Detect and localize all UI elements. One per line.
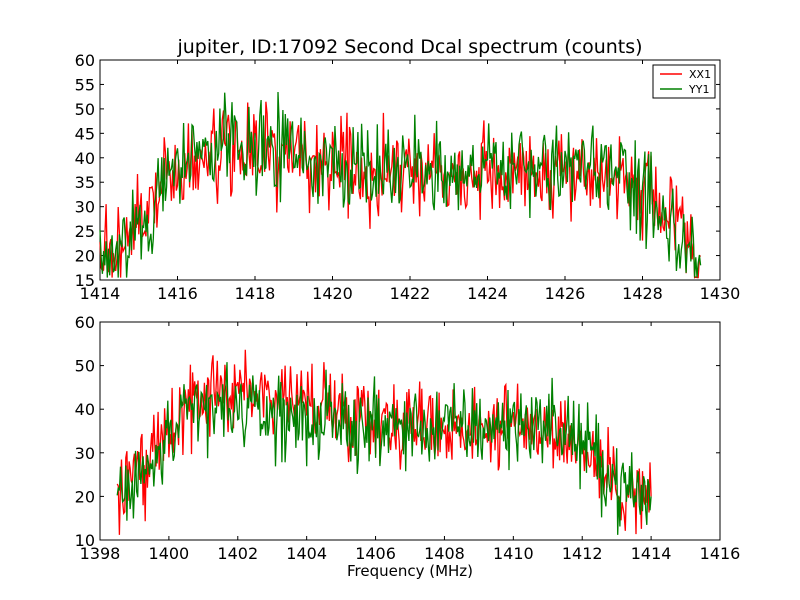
bottom-plot-x-tick-label: 1406 [355, 544, 396, 563]
bottom-plot-y-tick-label: 20 [75, 487, 95, 506]
top-plot-x-tick-label: 1422 [390, 284, 431, 303]
top-plot-y-tick-label: 40 [75, 149, 95, 168]
top-plot-x-tick-label: 1430 [700, 284, 741, 303]
top-plot-x-tick-label: 1426 [545, 284, 586, 303]
top-plot-x-tick-label: 1414 [80, 284, 121, 303]
bottom-plot-y-tick-label: 10 [75, 531, 95, 550]
chart-title: jupiter, ID:17092 Second Dcal spectrum (… [176, 36, 642, 58]
legend-label-xx1: XX1 [689, 68, 711, 81]
bottom-plot-x-tick-labels: 1398 1400 1402 1404 1406 1408 1410 1412 1414 1416 [80, 544, 741, 563]
bottom-plot-x-tick-label: 1410 [493, 544, 534, 563]
legend-box [652, 64, 716, 99]
bottom-plot-x-tick-label: 1416 [700, 544, 741, 563]
legend-label-yy1: YY1 [688, 83, 709, 96]
bottom-plot-x-tick-label: 1402 [217, 544, 258, 563]
bottom-plot-x-tick-label: 1400 [149, 544, 190, 563]
bottom-plot-ticks [99, 321, 721, 541]
top-plot-y-tick-label: 20 [75, 247, 95, 266]
bottom-plot-y-tick-labels: 10 20 30 40 50 60 [75, 313, 95, 550]
top-plot-x-tick-label: 1424 [467, 284, 508, 303]
top-plot-series-yy1 [99, 91, 702, 278]
bottom-plot-series-line-0 [116, 349, 652, 535]
bottom-plot-x-tick-label: 1404 [286, 544, 327, 563]
top-plot-series [99, 91, 702, 279]
top-plot-y-tick-label: 60 [75, 51, 95, 70]
top-plot-y-tick-labels: 15 20 25 30 35 40 45 50 55 60 [75, 51, 95, 290]
top-plot-y-tick-label: 45 [75, 124, 95, 143]
bottom-plot-y-tick-label: 50 [75, 357, 95, 376]
top-plot-y-tick-label: 50 [75, 100, 95, 119]
bottom-plot-x-tick-label: 1408 [424, 544, 465, 563]
bottom-plot-y-tick-label: 30 [75, 444, 95, 463]
top-plot-y-tick-label: 25 [75, 222, 95, 241]
top-plot-y-tick-label: 35 [75, 173, 95, 192]
bottom-plot-y-tick-label: 40 [75, 400, 95, 419]
top-plot-x-tick-label: 1428 [622, 284, 663, 303]
top-plot-x-tick-label: 1418 [235, 284, 276, 303]
bottom-plot: 1398 1400 1402 1404 1406 1408 1410 1412 1414 1416… [75, 313, 741, 563]
bottom-plot-series-line-1 [116, 362, 652, 535]
top-plot-y-tick-label: 30 [75, 198, 95, 217]
bottom-plot-y-tick-label: 60 [75, 313, 95, 332]
bottom-plot-x-tick-label: 1398 [80, 544, 121, 563]
top-plot-x-tick-label: 1416 [157, 284, 198, 303]
legend: XX1 YY1 [652, 64, 716, 99]
top-plot: 1414 1416 1418 1420 1422 1424 1426 1428 1430 15 2… [75, 51, 741, 303]
top-plot-x-tick-label: 1420 [312, 284, 353, 303]
top-plot-y-tick-label: 15 [75, 271, 95, 290]
top-plot-y-tick-label: 55 [75, 75, 95, 94]
top-plot-x-tick-labels: 1414 1416 1418 1420 1422 1424 1426 1428 1430 [80, 284, 741, 303]
x-axis-label: Frequency (MHz) [347, 562, 473, 580]
bottom-plot-frame [99, 321, 721, 541]
bottom-plot-x-tick-label: 1414 [631, 544, 672, 563]
bottom-plot-x-tick-label: 1412 [562, 544, 603, 563]
bottom-plot-series [116, 349, 652, 535]
